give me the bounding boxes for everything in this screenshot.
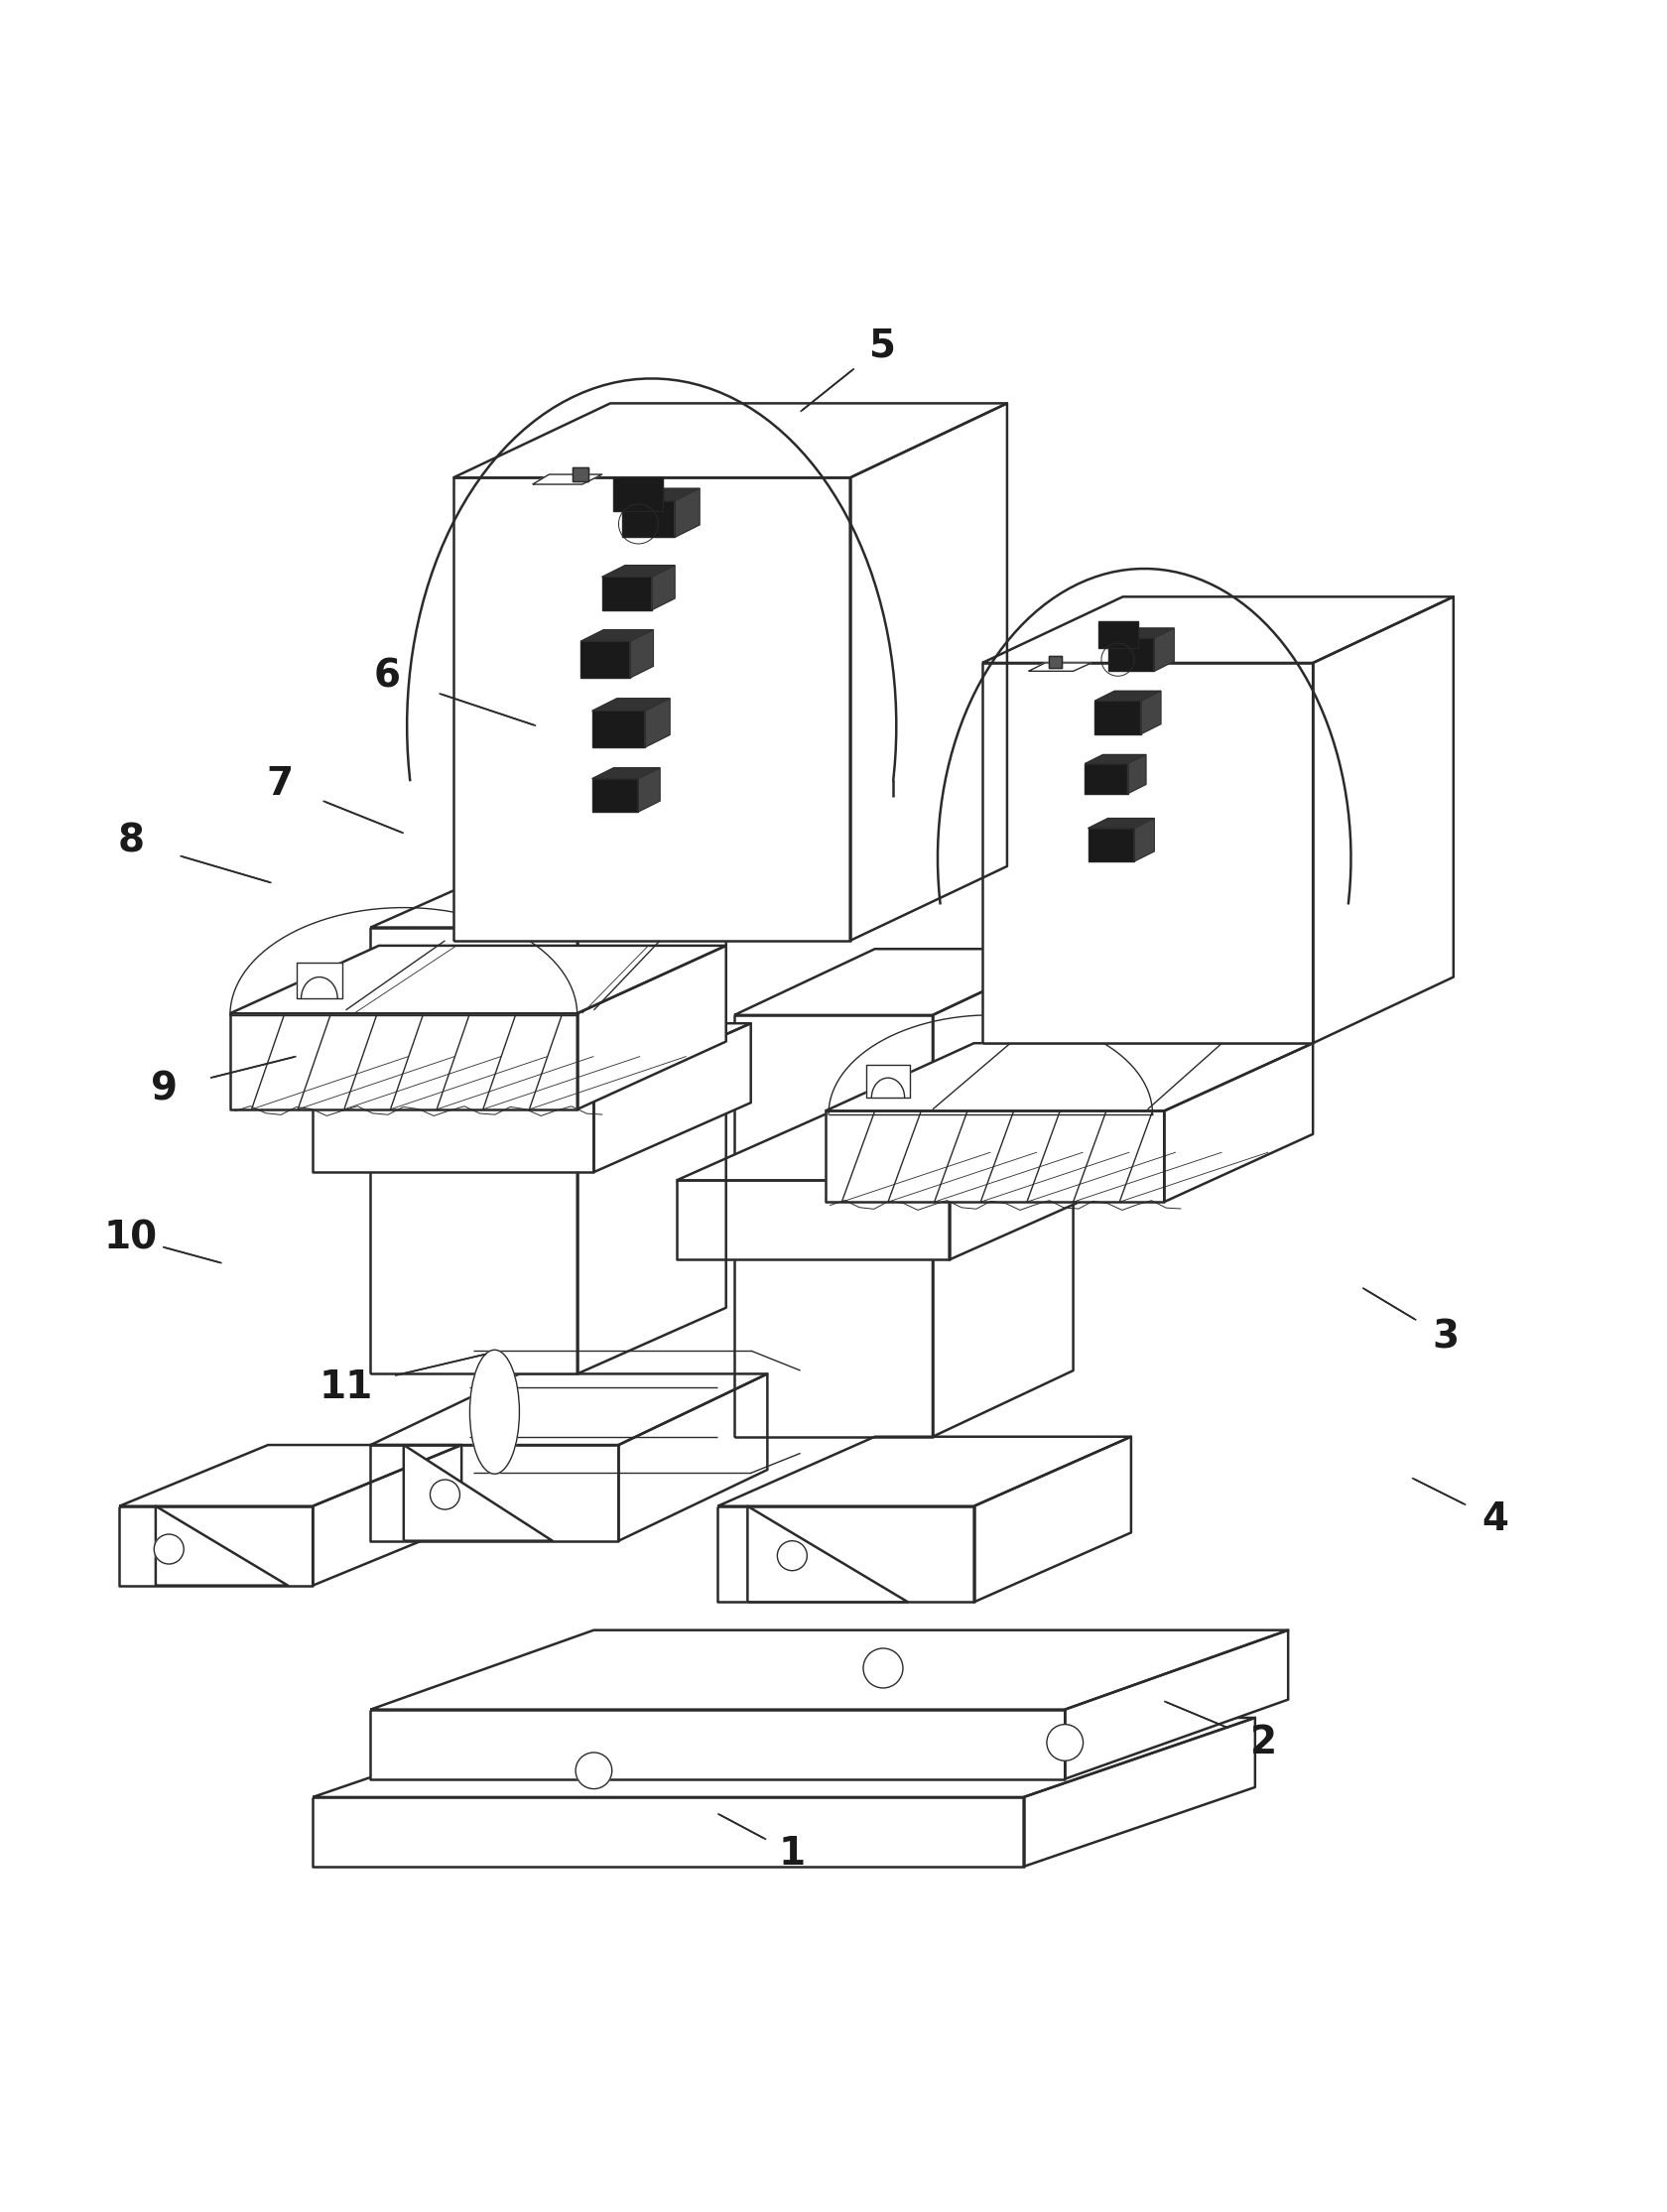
Text: 11: 11 <box>318 1369 373 1407</box>
Polygon shape <box>618 1374 767 1542</box>
Polygon shape <box>645 699 670 748</box>
Polygon shape <box>622 489 700 500</box>
Polygon shape <box>677 1181 949 1261</box>
Polygon shape <box>370 1630 1289 1710</box>
Polygon shape <box>825 1044 1314 1110</box>
Polygon shape <box>630 630 653 677</box>
Polygon shape <box>313 1444 462 1586</box>
Polygon shape <box>230 1013 577 1108</box>
Polygon shape <box>593 1024 750 1172</box>
Polygon shape <box>622 500 675 538</box>
Polygon shape <box>1140 690 1160 734</box>
Polygon shape <box>934 949 1074 1436</box>
Text: 8: 8 <box>117 823 145 860</box>
Text: 6: 6 <box>373 657 400 695</box>
Text: 1: 1 <box>778 1834 805 1871</box>
Polygon shape <box>577 945 727 1108</box>
Polygon shape <box>1129 754 1145 794</box>
Polygon shape <box>1089 818 1154 827</box>
Polygon shape <box>120 1506 313 1586</box>
Polygon shape <box>1109 628 1174 637</box>
Polygon shape <box>403 1444 552 1542</box>
Ellipse shape <box>470 1349 520 1473</box>
Polygon shape <box>982 597 1454 664</box>
Polygon shape <box>370 927 577 1374</box>
Polygon shape <box>733 949 1074 1015</box>
Polygon shape <box>533 473 602 484</box>
Polygon shape <box>1095 690 1160 701</box>
Polygon shape <box>155 1506 288 1586</box>
Polygon shape <box>1134 818 1154 860</box>
Circle shape <box>430 1480 460 1509</box>
Polygon shape <box>1314 597 1454 1044</box>
Polygon shape <box>602 577 652 611</box>
Circle shape <box>575 1752 612 1790</box>
Polygon shape <box>1164 1044 1314 1201</box>
Polygon shape <box>592 699 670 710</box>
Polygon shape <box>453 478 850 940</box>
Polygon shape <box>613 478 663 511</box>
Polygon shape <box>675 489 700 538</box>
Polygon shape <box>453 403 1007 478</box>
Text: 7: 7 <box>267 765 293 803</box>
Polygon shape <box>572 467 588 480</box>
Polygon shape <box>1085 754 1145 763</box>
Polygon shape <box>1089 827 1134 860</box>
Polygon shape <box>949 1115 1099 1261</box>
Polygon shape <box>1049 657 1062 668</box>
Polygon shape <box>592 710 645 748</box>
Circle shape <box>1047 1725 1084 1761</box>
Text: 2: 2 <box>1250 1723 1277 1761</box>
Polygon shape <box>313 1796 1024 1867</box>
Polygon shape <box>297 962 342 998</box>
Polygon shape <box>370 1444 618 1542</box>
Polygon shape <box>577 860 727 1374</box>
Polygon shape <box>1085 763 1129 794</box>
Polygon shape <box>718 1506 974 1601</box>
Polygon shape <box>313 1024 750 1093</box>
Polygon shape <box>313 1093 593 1172</box>
Polygon shape <box>850 403 1007 940</box>
Text: 3: 3 <box>1432 1318 1459 1356</box>
Polygon shape <box>747 1506 909 1601</box>
Polygon shape <box>638 768 660 812</box>
Polygon shape <box>592 768 660 779</box>
Polygon shape <box>1029 664 1092 670</box>
Polygon shape <box>592 779 638 812</box>
Polygon shape <box>1095 701 1140 734</box>
Polygon shape <box>1099 622 1137 648</box>
Text: 5: 5 <box>870 327 897 365</box>
Polygon shape <box>677 1115 1099 1181</box>
Polygon shape <box>982 664 1314 1044</box>
Polygon shape <box>733 1015 934 1436</box>
Polygon shape <box>825 1110 1164 1201</box>
Polygon shape <box>1024 1719 1255 1867</box>
Text: 9: 9 <box>150 1071 177 1108</box>
Polygon shape <box>580 630 653 641</box>
Polygon shape <box>313 1719 1255 1796</box>
Polygon shape <box>1154 628 1174 670</box>
Polygon shape <box>1065 1630 1289 1778</box>
Polygon shape <box>370 1710 1065 1778</box>
Circle shape <box>153 1535 183 1564</box>
Polygon shape <box>580 641 630 677</box>
Polygon shape <box>718 1436 1132 1506</box>
Polygon shape <box>370 1374 767 1444</box>
Polygon shape <box>974 1436 1132 1601</box>
Polygon shape <box>370 860 727 927</box>
Text: 10: 10 <box>103 1219 158 1256</box>
Polygon shape <box>867 1064 910 1097</box>
Polygon shape <box>652 566 675 611</box>
Circle shape <box>777 1542 807 1571</box>
Polygon shape <box>602 566 675 577</box>
Polygon shape <box>230 945 727 1013</box>
Polygon shape <box>120 1444 462 1506</box>
Circle shape <box>864 1648 904 1688</box>
Polygon shape <box>1109 637 1154 670</box>
Text: 4: 4 <box>1482 1500 1509 1537</box>
